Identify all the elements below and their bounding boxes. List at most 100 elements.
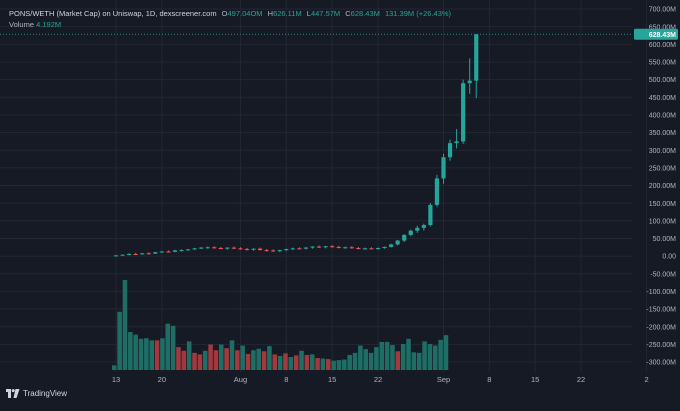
volume-bar <box>202 350 208 370</box>
volume-bar <box>240 345 245 370</box>
y-tick-label: 200.00M <box>649 183 676 190</box>
volume-bar <box>347 354 352 370</box>
volume-bar <box>368 352 374 370</box>
volume-bar <box>433 345 438 370</box>
volume-bar <box>261 351 267 370</box>
tradingview-label: TradingView <box>23 389 68 398</box>
y-tick-label: 400.00M <box>649 113 676 120</box>
x-tick-label: Aug <box>234 375 247 384</box>
time-axis[interactable]: 13 20 Aug 8 15 22 Sep 8 15 22 2 <box>112 375 649 384</box>
open-label: O <box>221 9 228 18</box>
y-tick-label: 100.00M <box>649 218 676 225</box>
volume-bar <box>326 359 331 370</box>
y-tick-label: 350.00M <box>649 130 676 137</box>
volume-bar <box>192 352 197 370</box>
candle-body <box>474 34 479 81</box>
volume-bar <box>181 350 187 370</box>
volume-bar <box>267 346 272 370</box>
candle-body <box>225 247 230 249</box>
y-tick-label: 450.00M <box>649 95 676 102</box>
candle-body <box>461 83 466 142</box>
volume-bar <box>379 341 385 370</box>
candle-body <box>303 247 309 249</box>
candle-body <box>415 227 420 231</box>
volume-bar <box>186 341 192 370</box>
volume-bar <box>138 338 144 370</box>
candle-body <box>271 250 276 252</box>
volume-bar <box>358 345 363 370</box>
candle-body <box>153 252 158 254</box>
candle-body <box>251 248 256 250</box>
volume-bar <box>277 355 283 370</box>
volume-bar <box>395 351 401 370</box>
volume-bar <box>251 350 256 370</box>
volume-bar <box>149 340 154 370</box>
volume-bar <box>400 344 406 370</box>
candle-body <box>192 248 197 250</box>
volume-bar <box>170 325 176 370</box>
candle-body <box>336 246 341 248</box>
volume-bar <box>213 350 219 370</box>
volume-bar <box>176 347 181 370</box>
volume-bar <box>117 311 122 370</box>
candle-body <box>330 246 335 248</box>
x-tick-label: 20 <box>158 375 166 384</box>
price-axis[interactable]: 700.00M 650.00M 600.00M 550.00M 500.00M 450.0… <box>646 7 676 367</box>
volume-bar <box>438 339 443 370</box>
volume-bar <box>154 340 160 370</box>
x-tick-label: 22 <box>374 375 382 384</box>
candle-body <box>277 250 282 252</box>
y-tick-label: 0.00 <box>662 254 676 261</box>
volume-bar <box>331 360 336 370</box>
volume-bar <box>112 365 117 370</box>
x-tick-label: 8 <box>487 375 491 384</box>
candle-body <box>120 254 125 256</box>
volume-bar <box>219 344 224 370</box>
chart-legend: PONS/WETH (Market Cap) on Uniswap, 1D, d… <box>9 8 451 30</box>
candles <box>113 34 479 257</box>
candle-body <box>146 253 151 255</box>
high-value: 626.11M <box>273 9 302 18</box>
volume-bar <box>293 355 299 370</box>
candle-body <box>389 244 394 247</box>
volume-bars <box>112 280 449 370</box>
high-label: H <box>267 9 274 18</box>
x-tick-label: 15 <box>328 375 336 384</box>
grid <box>0 0 648 372</box>
last-price-label: 628.43M <box>649 32 676 39</box>
volume-bar <box>208 344 213 370</box>
change-value: 131.39M (+26.43%) <box>384 9 452 18</box>
volume-bar <box>342 359 347 370</box>
y-tick-label: 650.00M <box>649 24 676 31</box>
volume-bar <box>128 332 133 370</box>
candle-body <box>244 249 250 251</box>
y-tick-label: 50.00M <box>653 236 677 243</box>
candle-body <box>113 255 119 257</box>
volume-bar <box>422 341 427 370</box>
open-value: 497.04OM <box>227 9 263 18</box>
candle-body <box>290 248 295 250</box>
volume-bar <box>443 335 449 370</box>
volume-bar <box>299 350 304 370</box>
volume-bar <box>309 354 315 370</box>
volume-bar <box>229 340 235 370</box>
candle-body <box>185 249 191 251</box>
y-tick-label: 700.00M <box>649 7 676 14</box>
tradingview-brand[interactable]: TradingView <box>6 389 67 398</box>
candle-body <box>408 230 413 235</box>
candle-body <box>140 253 145 255</box>
volume-bar <box>122 280 128 370</box>
volume-bar <box>374 347 379 370</box>
candle-body <box>467 80 472 84</box>
volume-bar <box>256 348 261 370</box>
volume-bar <box>427 344 433 370</box>
candle-body <box>199 247 204 249</box>
candle-body <box>284 249 289 251</box>
candle-body <box>428 204 433 226</box>
candle-body <box>362 248 367 250</box>
candle-body <box>447 143 453 158</box>
low-label: L <box>306 9 311 18</box>
candle-body <box>454 141 459 144</box>
